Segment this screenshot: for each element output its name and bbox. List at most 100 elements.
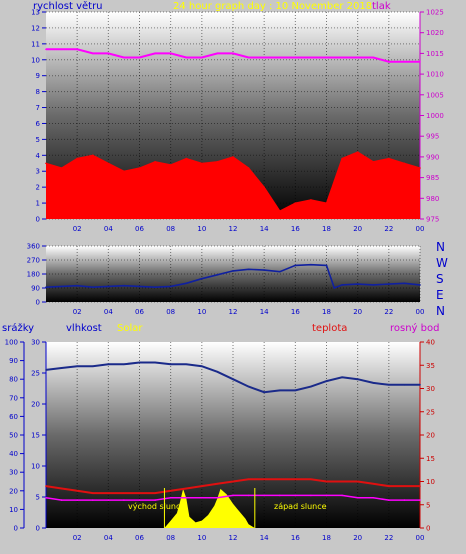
pressure-y-tick: 975: [426, 216, 439, 224]
precip-y-tick: 10: [31, 463, 40, 471]
wind-direction-line: [45, 263, 421, 290]
precip-y-tick: 30: [31, 339, 40, 347]
temperature-y-tick: 25: [426, 408, 435, 416]
wind-y-tick: 2: [36, 184, 40, 192]
wind-y-tick: 11: [31, 40, 40, 48]
temperature-y-tick: 30: [426, 385, 435, 393]
temperature-line: [45, 478, 420, 495]
pressure-y-tick: 1005: [426, 91, 444, 99]
pressure-y-tick: 985: [426, 174, 439, 182]
pressure-y-tick: 990: [426, 153, 439, 161]
direction-x-tick: 16: [291, 308, 300, 316]
humidity-outer-y-tick: 70: [9, 394, 18, 402]
wind-x-tick: 20: [353, 225, 362, 233]
pressure-y-tick: 980: [426, 195, 439, 203]
direction-y-tick: 180: [27, 271, 40, 279]
pressure-y-tick: 1020: [426, 29, 444, 37]
wind-x-tick: 22: [384, 225, 393, 233]
direction-x-tick: 00: [416, 308, 425, 316]
wind-x-tick: 02: [73, 225, 82, 233]
wind-speed-line: [45, 151, 421, 212]
direction-south-label: S: [436, 272, 444, 286]
wind-y-tick: 8: [36, 88, 40, 96]
temperature-y-tick: 40: [426, 339, 435, 347]
dew-point-label: rosný bod: [390, 323, 440, 334]
wind-y-tick: 3: [36, 168, 40, 176]
wind-x-tick: 08: [166, 225, 175, 233]
humidity-x-tick: 22: [384, 534, 393, 542]
direction-x-tick: 20: [353, 308, 362, 316]
wind-y-tick: 13: [31, 9, 40, 17]
humidity-x-tick: 20: [353, 534, 362, 542]
humidity-x-tick: 04: [104, 534, 113, 542]
wind-y-tick: 6: [36, 120, 41, 128]
graph-title: 24 hour graph day : 10 November 2018: [173, 1, 373, 12]
temperature-humidity-chart: 02 04 06 08 10 12 14 16 18 20 22 000102030405060708…: [5, 339, 435, 543]
wind-x-tick: 18: [322, 225, 331, 233]
humidity-x-tick: 00: [416, 534, 425, 542]
direction-y-tick: 270: [27, 257, 40, 265]
temperature-y-tick: 20: [426, 432, 435, 440]
direction-x-tick: 04: [104, 308, 113, 316]
wind-y-tick: 0: [36, 216, 40, 224]
direction-x-tick: 14: [260, 308, 269, 316]
pressure-label: tlak: [372, 1, 391, 12]
wind-y-tick: 5: [36, 136, 40, 144]
humidity-x-tick: 08: [166, 534, 175, 542]
humidity-x-tick: 12: [229, 534, 238, 542]
dew-point-line: [45, 494, 420, 501]
wind-x-tick: 12: [229, 225, 238, 233]
wind-y-tick: 9: [36, 72, 40, 80]
humidity-outer-y-tick: 60: [9, 413, 18, 421]
pressure-y-tick: 1000: [426, 112, 444, 120]
sunrise-label: východ slunce: [128, 502, 186, 511]
temperature-y-tick: 10: [426, 478, 435, 486]
direction-west-label: W: [436, 256, 448, 270]
pressure-y-tick: 1010: [426, 71, 444, 79]
wind-x-tick: 00: [416, 225, 425, 233]
precip-y-tick: 25: [31, 370, 40, 378]
direction-north-label: N: [436, 240, 445, 254]
direction-y-tick: 360: [27, 243, 40, 251]
pressure-y-tick: 1015: [426, 50, 444, 58]
wind-pressure-chart: 02 04 06 08 10 12 14 16 18 20 22 000123456789101112…: [31, 9, 444, 234]
humidity-outer-y-tick: 0: [14, 525, 18, 533]
pressure-line: [46, 48, 420, 63]
temperature-y-tick: 5: [426, 501, 430, 509]
precip-y-tick: 5: [36, 494, 40, 502]
humidity-outer-y-tick: 40: [9, 450, 18, 458]
wind-x-tick: 06: [135, 225, 144, 233]
humidity-x-tick: 18: [322, 534, 331, 542]
wind-speed-label: rychlost větru: [33, 1, 103, 12]
precip-y-tick: 20: [31, 401, 40, 409]
temperature-y-tick: 35: [426, 362, 435, 370]
direction-x-tick: 18: [322, 308, 331, 316]
direction-x-tick: 10: [197, 308, 206, 316]
direction-x-tick: 22: [384, 308, 393, 316]
humidity-outer-y-tick: 20: [9, 487, 18, 495]
precip-label: srážky: [2, 323, 35, 334]
humidity-x-tick: 06: [135, 534, 144, 542]
humidity-x-tick: 16: [291, 534, 300, 542]
pressure-y-tick: 995: [426, 133, 439, 141]
wind-y-tick: 7: [36, 104, 40, 112]
precip-y-tick: 0: [36, 525, 40, 533]
wind-y-tick: 1: [36, 200, 40, 208]
direction-north-label-2: N: [436, 304, 445, 318]
wind-speed-area: [46, 152, 420, 219]
solar-label: Solar: [117, 323, 143, 334]
solar-area: [164, 488, 255, 528]
pressure-y-tick: 1025: [426, 9, 444, 17]
humidity-x-tick: 02: [73, 534, 82, 542]
direction-x-tick: 02: [73, 308, 82, 316]
direction-y-tick: 0: [36, 299, 40, 307]
humidity-outer-y-tick: 30: [9, 469, 18, 477]
humidity-line: [45, 361, 420, 394]
wind-x-tick: 10: [197, 225, 206, 233]
humidity-outer-y-tick: 80: [9, 376, 18, 384]
humidity-outer-y-tick: 90: [9, 357, 18, 365]
humidity-x-tick: 10: [197, 534, 206, 542]
direction-x-tick: 08: [166, 308, 175, 316]
